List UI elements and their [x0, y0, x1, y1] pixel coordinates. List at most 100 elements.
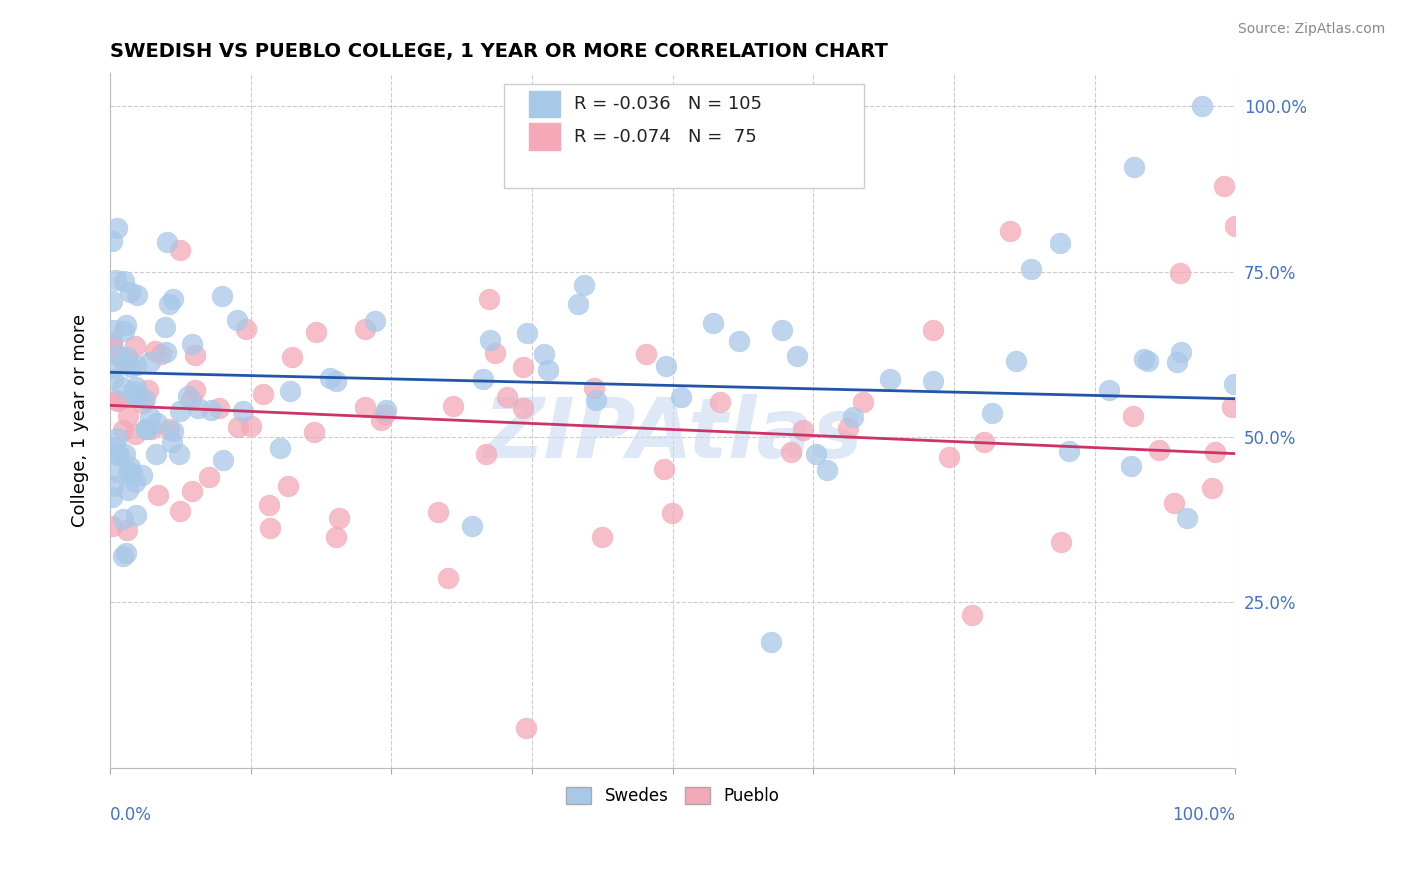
- Point: [124, 388, 146, 402]
- Point: [655, 359, 678, 373]
- Point: [136, 383, 159, 397]
- Point: [105, 273, 128, 287]
- Point: [484, 345, 506, 359]
- Point: [304, 425, 326, 439]
- Text: ZIPAtlas: ZIPAtlas: [484, 394, 862, 475]
- Point: [107, 394, 129, 409]
- Point: [709, 395, 731, 409]
- Point: [1057, 443, 1080, 458]
- Point: [533, 347, 555, 361]
- Point: [145, 446, 167, 460]
- Point: [702, 316, 724, 330]
- Point: [1000, 224, 1022, 238]
- Point: [842, 410, 865, 425]
- Point: [155, 344, 177, 359]
- Point: [515, 721, 537, 735]
- Point: [938, 450, 960, 464]
- Point: [104, 441, 127, 455]
- Point: [225, 313, 247, 327]
- Point: [582, 381, 605, 395]
- Point: [141, 422, 163, 436]
- Point: [512, 401, 534, 415]
- Point: [139, 409, 162, 424]
- Point: [980, 406, 1002, 420]
- Point: [197, 469, 219, 483]
- Point: [1137, 354, 1160, 368]
- Point: [135, 422, 157, 436]
- Point: [634, 347, 657, 361]
- Point: [280, 350, 302, 364]
- Point: [1005, 354, 1028, 368]
- Point: [1225, 219, 1247, 233]
- Point: [374, 407, 396, 421]
- Point: [1175, 510, 1198, 524]
- Point: [585, 392, 607, 407]
- Point: [786, 349, 808, 363]
- Point: [111, 380, 134, 394]
- Point: [101, 371, 124, 385]
- Point: [125, 359, 148, 373]
- Point: [101, 490, 124, 504]
- Point: [537, 362, 560, 376]
- Point: [101, 334, 124, 349]
- Point: [461, 519, 484, 533]
- Point: [305, 325, 328, 339]
- Point: [1201, 481, 1223, 495]
- Point: [426, 505, 449, 519]
- Point: [852, 394, 875, 409]
- Point: [318, 371, 340, 385]
- Point: [101, 338, 124, 352]
- Point: [479, 334, 502, 348]
- Text: R = -0.074   N =  75: R = -0.074 N = 75: [574, 128, 756, 145]
- Point: [815, 463, 838, 477]
- Point: [157, 421, 180, 435]
- Point: [370, 413, 392, 427]
- Point: [325, 530, 347, 544]
- Point: [257, 498, 280, 512]
- Point: [278, 384, 301, 398]
- Point: [200, 403, 222, 417]
- Point: [127, 288, 149, 302]
- Point: [375, 403, 398, 417]
- Point: [115, 351, 138, 365]
- Point: [101, 360, 124, 375]
- Point: [124, 427, 146, 442]
- Point: [124, 508, 146, 523]
- FancyBboxPatch shape: [529, 91, 560, 117]
- Point: [780, 444, 803, 458]
- Point: [1122, 409, 1144, 423]
- Point: [105, 431, 128, 445]
- Point: [1170, 345, 1192, 359]
- Point: [112, 512, 135, 526]
- Point: [212, 453, 235, 467]
- Point: [157, 297, 180, 311]
- Point: [496, 391, 519, 405]
- Point: [167, 447, 190, 461]
- Text: 100.0%: 100.0%: [1173, 805, 1236, 824]
- Point: [1098, 384, 1121, 398]
- Point: [922, 375, 945, 389]
- Point: [226, 420, 249, 434]
- Point: [162, 425, 184, 439]
- Point: [837, 421, 859, 435]
- Point: [761, 634, 783, 648]
- Point: [792, 423, 814, 437]
- Point: [103, 479, 125, 493]
- Point: [177, 389, 200, 403]
- Point: [101, 519, 124, 533]
- Point: [1049, 236, 1071, 251]
- Point: [117, 465, 139, 479]
- Point: [211, 289, 233, 303]
- Point: [121, 466, 143, 480]
- Point: [472, 372, 495, 386]
- Point: [149, 346, 172, 360]
- Point: [124, 339, 146, 353]
- Point: [804, 446, 827, 460]
- Point: [1168, 267, 1191, 281]
- Point: [259, 521, 281, 535]
- Point: [183, 348, 205, 362]
- Point: [207, 401, 229, 415]
- Point: [125, 380, 148, 394]
- Point: [328, 510, 350, 524]
- Point: [169, 243, 191, 257]
